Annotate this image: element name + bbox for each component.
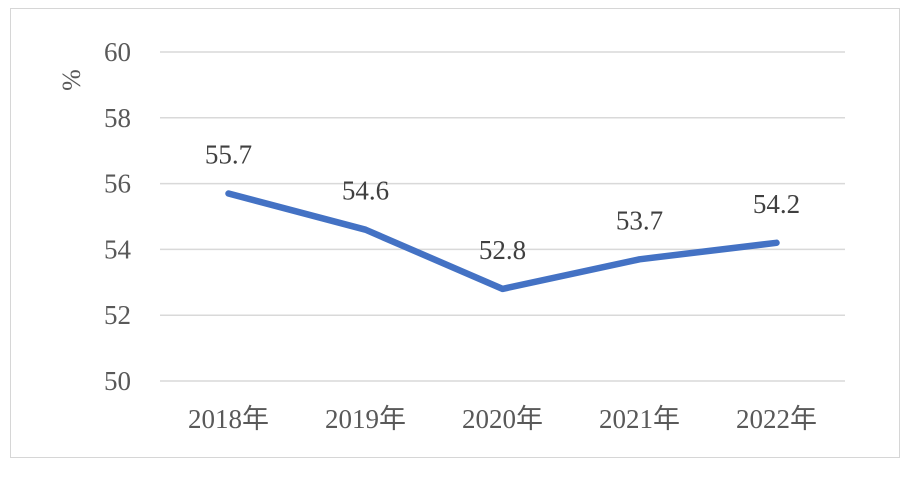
y-tick-label: 58 bbox=[104, 103, 131, 133]
x-tick-label: 2020年 bbox=[462, 404, 543, 434]
data-labels: 55.7 54.6 52.8 53.7 54.2 bbox=[205, 139, 800, 264]
y-tick-label: 50 bbox=[104, 366, 131, 396]
data-label: 55.7 bbox=[205, 139, 252, 169]
x-axis-ticks: 2018年 2019年 2020年 2021年 2022年 bbox=[188, 404, 817, 434]
y-tick-label: 52 bbox=[104, 300, 131, 330]
gridlines bbox=[160, 51, 845, 382]
data-label: 54.6 bbox=[342, 176, 389, 206]
y-tick-label: 60 bbox=[104, 37, 131, 67]
x-tick-label: 2018年 bbox=[188, 404, 269, 434]
y-axis-ticks: 50 52 54 56 58 60 bbox=[104, 37, 132, 396]
x-tick-label: 2022年 bbox=[736, 404, 817, 434]
series-line-group bbox=[225, 190, 780, 293]
data-label: 54.2 bbox=[753, 189, 800, 219]
y-tick-label: 56 bbox=[104, 169, 131, 199]
series-line bbox=[225, 190, 780, 293]
x-tick-label: 2021年 bbox=[599, 404, 680, 434]
data-label: 52.8 bbox=[479, 235, 526, 265]
y-tick-label: 54 bbox=[104, 234, 132, 264]
data-label: 53.7 bbox=[616, 205, 663, 235]
y-axis-label: % bbox=[57, 69, 86, 91]
x-tick-label: 2019年 bbox=[325, 404, 406, 434]
chart-frame bbox=[10, 8, 900, 458]
